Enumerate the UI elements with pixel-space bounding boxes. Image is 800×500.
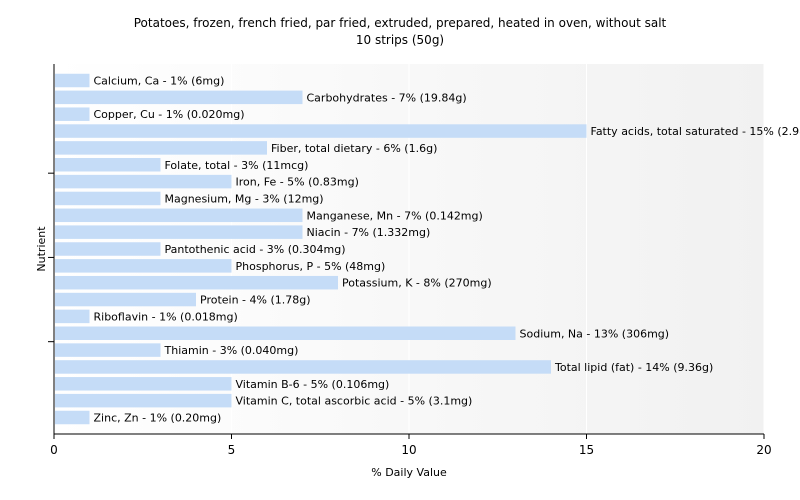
bar-label-16: Thiamin - 3% (0.040mg)	[164, 344, 299, 357]
bar-14	[55, 309, 90, 324]
bar-label-17: Total lipid (fat) - 14% (9.36g)	[554, 361, 713, 374]
bar-11	[55, 259, 232, 273]
bar-2	[55, 107, 90, 121]
bar-label-4: Fiber, total dietary - 6% (1.6g)	[271, 142, 437, 155]
bar-label-2: Copper, Cu - 1% (0.020mg)	[94, 108, 245, 121]
bar-17	[55, 360, 551, 374]
y-axis-title: Nutrient	[35, 226, 48, 272]
x-axis-title: % Daily Value	[371, 466, 447, 479]
bar-label-19: Vitamin C, total ascorbic acid - 5% (3.1…	[236, 395, 473, 408]
bar-7	[55, 191, 161, 206]
bar-20	[55, 410, 90, 425]
bar-label-5: Folate, total - 3% (11mcg)	[165, 159, 309, 172]
bar-13	[55, 292, 196, 307]
chart-title: Potatoes, frozen, french fried, par frie…	[134, 16, 667, 30]
x-tick-label-4: 20	[756, 443, 771, 457]
bar-label-7: Magnesium, Mg - 3% (12mg)	[165, 192, 324, 205]
x-tick-label-3: 15	[579, 443, 594, 457]
bar-19	[55, 393, 232, 408]
x-tick-label-2: 10	[401, 443, 416, 457]
bar-8	[55, 208, 303, 223]
bar-label-20: Zinc, Zn - 1% (0.20mg)	[94, 412, 222, 425]
bar-9	[55, 225, 303, 239]
bar-label-1: Carbohydrates - 7% (19.84g)	[307, 91, 467, 104]
bar-label-6: Iron, Fe - 5% (0.83mg)	[236, 176, 359, 189]
bar-label-3: Fatty acids, total saturated - 15% (2.98…	[591, 125, 800, 138]
bar-label-10: Pantothenic acid - 3% (0.304mg)	[165, 243, 346, 256]
bar-label-12: Potassium, K - 8% (270mg)	[342, 277, 492, 290]
bar-label-11: Phosphorus, P - 5% (48mg)	[236, 260, 386, 273]
bar-label-0: Calcium, Ca - 1% (6mg)	[94, 75, 225, 88]
bar-6	[55, 174, 232, 189]
bar-1	[55, 90, 303, 105]
bar-label-14: Riboflavin - 1% (0.018mg)	[94, 310, 238, 323]
bar-12	[55, 275, 338, 290]
bar-15	[55, 326, 516, 340]
bar-18	[55, 377, 232, 391]
bar-16	[55, 343, 161, 357]
chart-subtitle: 10 strips (50g)	[356, 33, 444, 47]
bar-3	[55, 124, 587, 138]
bar-label-9: Niacin - 7% (1.332mg)	[307, 226, 431, 239]
axes: 0 5 10 15 20	[48, 64, 772, 457]
bar-label-13: Protein - 4% (1.78g)	[200, 294, 311, 307]
bar-4	[55, 141, 267, 155]
x-tick-label-0: 0	[50, 443, 58, 457]
x-tick-label-1: 5	[228, 443, 236, 457]
bar-label-8: Manganese, Mn - 7% (0.142mg)	[307, 209, 483, 222]
bar-label-18: Vitamin B-6 - 5% (0.106mg)	[236, 378, 390, 391]
bar-label-15: Sodium, Na - 13% (306mg)	[520, 327, 670, 340]
bar-5	[55, 158, 161, 172]
bars	[55, 73, 587, 425]
bar-labels: Calcium, Ca - 1% (6mg) Carbohydrates - 7%…	[94, 75, 800, 425]
bar-10	[55, 242, 161, 256]
bar-0	[55, 73, 90, 88]
